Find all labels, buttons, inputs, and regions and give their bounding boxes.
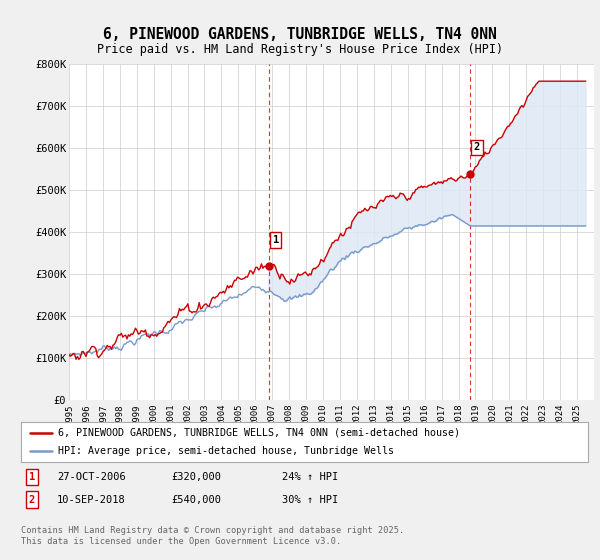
Text: 6, PINEWOOD GARDENS, TUNBRIDGE WELLS, TN4 0NN: 6, PINEWOOD GARDENS, TUNBRIDGE WELLS, TN… <box>103 27 497 42</box>
Text: £540,000: £540,000 <box>171 494 221 505</box>
Text: 2: 2 <box>474 142 480 152</box>
Text: 2: 2 <box>29 494 35 505</box>
Text: 10-SEP-2018: 10-SEP-2018 <box>57 494 126 505</box>
Text: 30% ↑ HPI: 30% ↑ HPI <box>282 494 338 505</box>
Text: 1: 1 <box>272 235 279 245</box>
Text: Price paid vs. HM Land Registry's House Price Index (HPI): Price paid vs. HM Land Registry's House … <box>97 43 503 55</box>
Text: 6, PINEWOOD GARDENS, TUNBRIDGE WELLS, TN4 0NN (semi-detached house): 6, PINEWOOD GARDENS, TUNBRIDGE WELLS, TN… <box>58 428 460 437</box>
Text: Contains HM Land Registry data © Crown copyright and database right 2025.
This d: Contains HM Land Registry data © Crown c… <box>21 526 404 546</box>
Text: £320,000: £320,000 <box>171 472 221 482</box>
Text: HPI: Average price, semi-detached house, Tunbridge Wells: HPI: Average price, semi-detached house,… <box>58 446 394 456</box>
Text: 27-OCT-2006: 27-OCT-2006 <box>57 472 126 482</box>
Text: 1: 1 <box>29 472 35 482</box>
Text: 24% ↑ HPI: 24% ↑ HPI <box>282 472 338 482</box>
